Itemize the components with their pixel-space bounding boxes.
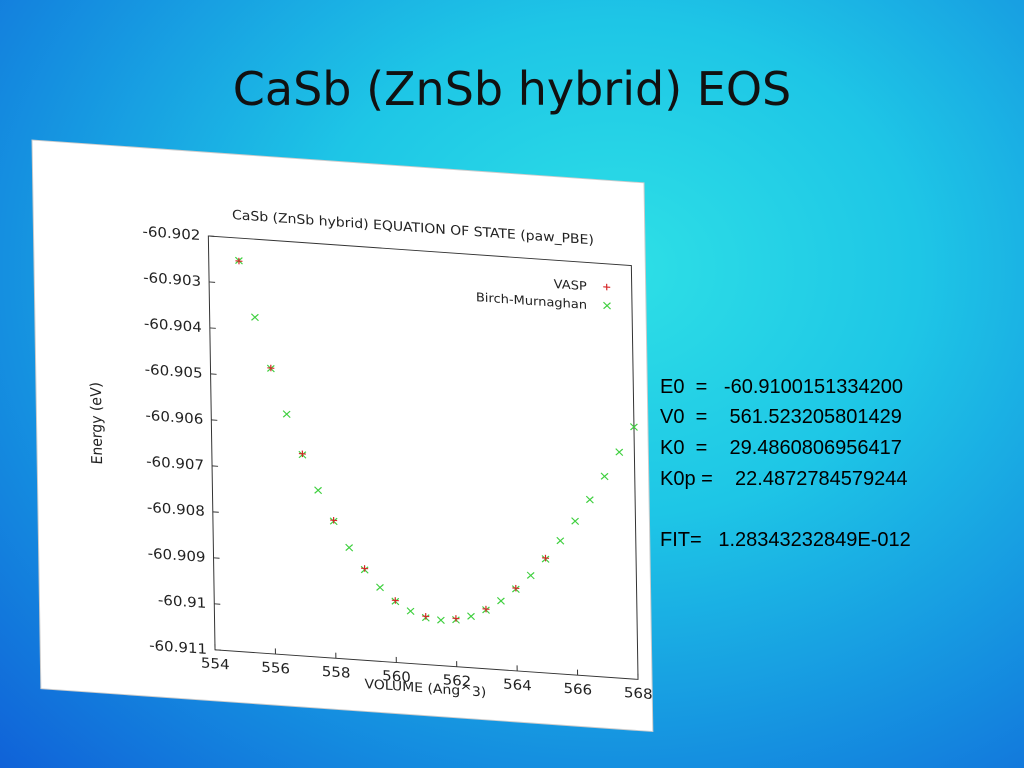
point [467,612,475,621]
point [298,450,306,458]
point [406,607,415,615]
x-tick-label: 556 [261,660,290,677]
x-tick-label: 560 [382,669,411,686]
x-tick-label: 566 [563,681,592,698]
y-tick-label: -60.903 [143,270,201,289]
point [629,423,638,431]
y-tick-label: -60.906 [145,408,203,427]
point [330,517,338,524]
point [482,605,490,613]
y-tick-label: -60.91 [158,593,207,612]
point [556,536,565,545]
point [314,486,323,495]
legend-label: VASP [554,276,588,293]
point [376,583,384,592]
point [361,565,369,572]
point [585,495,594,504]
point [452,615,460,622]
legend-marker [603,283,611,291]
fit-param: K0 = 29.4860806956417 [660,437,902,459]
y-tick-label: -60.907 [146,454,204,473]
fit-param: E0 = -60.9100151334200 [660,376,903,398]
point [422,613,430,620]
fit-param: FIT= 1.28343232849E-012 [660,529,911,551]
fit-param: V0 = 561.523205801429 [660,406,902,428]
x-tick-label: 558 [322,664,351,681]
y-tick-label: -60.908 [147,500,205,519]
point [600,472,609,481]
y-tick-label: -60.902 [142,224,200,243]
point [282,410,291,418]
y-tick-label: -60.904 [144,316,202,335]
x-tick-label: 568 [624,685,653,702]
y-axis-label: Energy (eV) [88,382,106,465]
y-tick-label: -60.905 [145,362,203,381]
point [391,597,399,604]
point [250,313,259,322]
point [542,554,550,562]
point [512,584,520,592]
point [235,257,243,265]
fit-param: K0p = 22.4872784579244 [660,468,908,490]
card-background [31,139,654,733]
point [436,616,445,625]
chart-card: CaSb (ZnSb hybrid) EQUATION OF STATE (pa… [31,139,654,733]
point [615,448,624,456]
point [267,364,275,372]
point [496,597,505,605]
y-tick-label: -60.911 [149,638,207,657]
x-tick-label: 564 [503,677,532,694]
plot-frame [207,235,639,680]
legend-marker [603,301,611,310]
x-tick-label: 562 [443,673,472,690]
point [571,517,580,526]
point [345,543,354,552]
slide-title: CaSb (ZnSb hybrid) EOS [232,62,792,116]
x-tick-label: 554 [201,656,230,673]
y-tick-label: -60.909 [148,546,206,565]
point [526,571,535,580]
